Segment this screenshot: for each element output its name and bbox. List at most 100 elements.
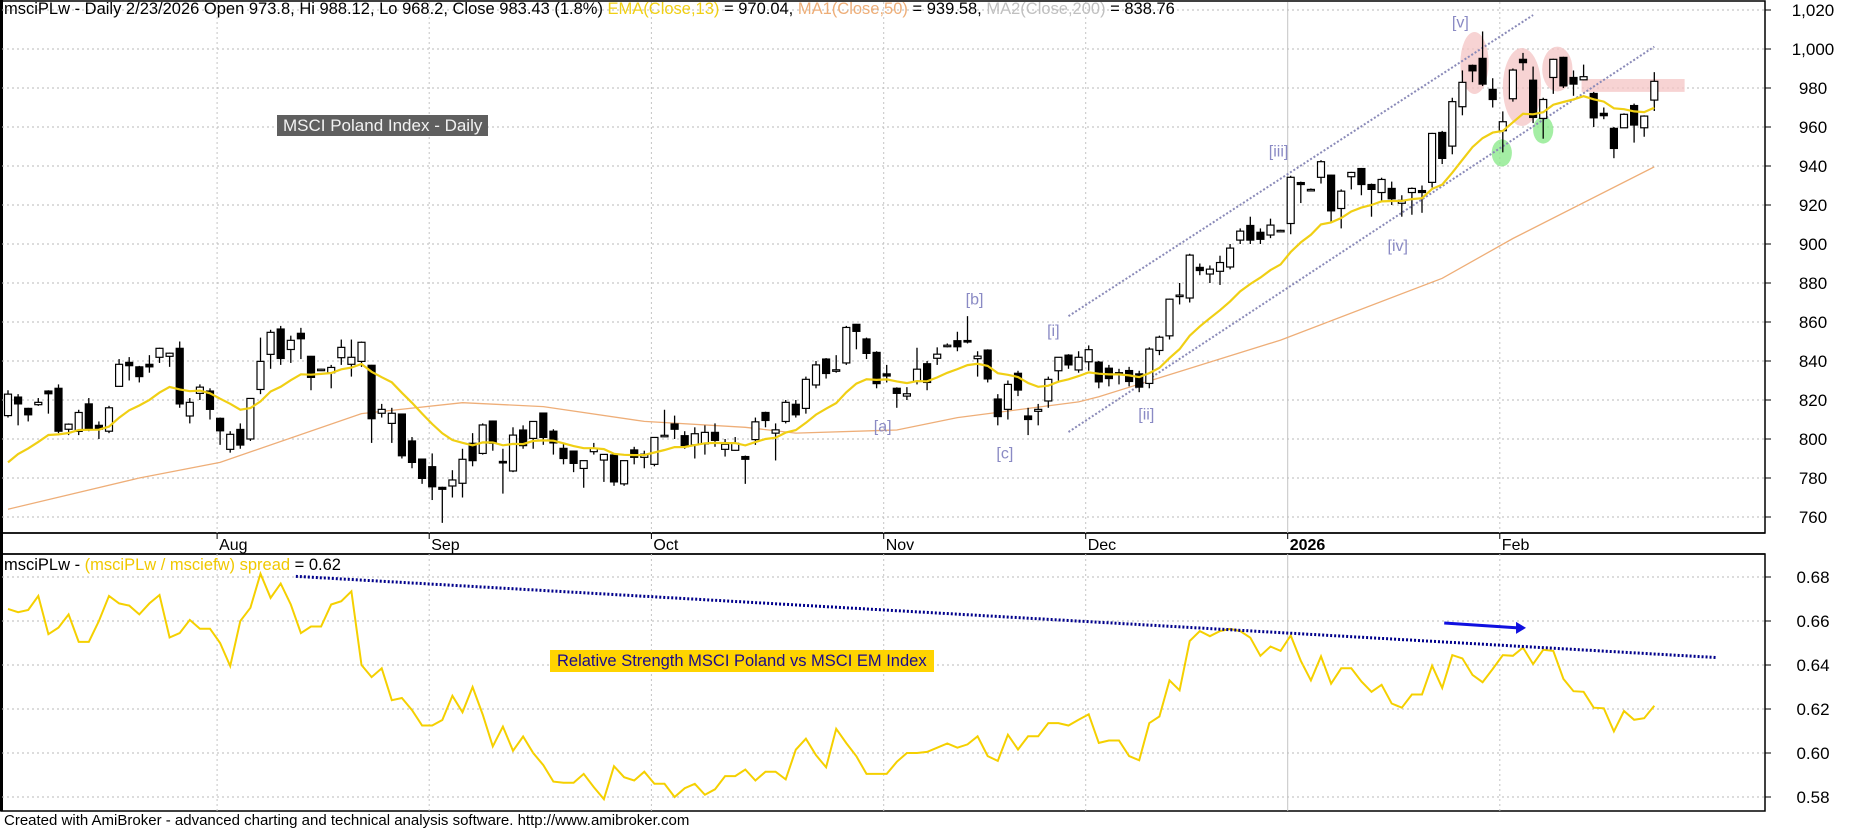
lower-channel-line <box>1067 45 1655 433</box>
candle-body-down <box>761 411 770 422</box>
candle <box>1215 255 1225 285</box>
candle-body-down <box>862 338 871 354</box>
candle <box>1296 181 1305 204</box>
candle <box>549 429 558 455</box>
candle-body-up <box>337 346 346 359</box>
green-highlight-ellipse <box>1491 139 1512 167</box>
candle <box>114 359 124 387</box>
elliott-wave-label: [i] <box>1047 323 1059 340</box>
candle <box>478 423 487 455</box>
candle <box>1054 356 1063 381</box>
candle <box>286 335 295 363</box>
candle <box>1337 189 1346 229</box>
candle-body-down <box>1367 183 1376 190</box>
candle <box>1448 97 1457 155</box>
candle <box>155 347 164 363</box>
candle <box>1195 263 1204 276</box>
resistance-highlight-band <box>1581 79 1685 92</box>
candle-body-up <box>1145 348 1154 385</box>
candle <box>135 365 144 383</box>
candle-body-down <box>1326 174 1336 212</box>
candle <box>720 439 730 457</box>
candle <box>1316 160 1326 184</box>
candle-body-down <box>953 340 962 348</box>
candle-body-down <box>852 323 861 332</box>
candle <box>842 325 851 365</box>
candle <box>1407 187 1417 215</box>
candle-body-down <box>710 431 720 441</box>
spread-axis-label: 0.66 <box>1796 612 1829 631</box>
candle <box>306 355 316 391</box>
candle-body-down <box>468 442 477 462</box>
candle <box>266 329 275 369</box>
candle <box>1438 130 1447 165</box>
candle-body-up <box>1306 188 1316 192</box>
price-axis-label: 1,020 <box>1792 1 1835 20</box>
date-label: Sep <box>431 537 460 554</box>
candle <box>1286 175 1295 235</box>
candle-body-down <box>1094 361 1103 383</box>
candle <box>438 486 447 523</box>
spread-axis-label: 0.58 <box>1796 788 1829 807</box>
candle <box>902 387 912 400</box>
candle-body-up <box>943 344 952 348</box>
candle <box>3 390 13 418</box>
candle-body-up <box>619 460 629 485</box>
candle <box>872 351 881 389</box>
candle-body-down <box>518 429 528 447</box>
candle <box>922 361 932 391</box>
candle <box>357 341 366 367</box>
candle-body-up <box>1185 254 1194 299</box>
candle-body-down <box>680 435 689 448</box>
candle <box>1629 103 1639 143</box>
candle-body-down <box>1064 354 1073 366</box>
elliott-wave-label: [c] <box>996 446 1013 463</box>
candle-body-down <box>54 387 63 432</box>
candle <box>933 347 942 365</box>
elliott-wave-label: [iii] <box>1269 143 1289 160</box>
candle-body-down <box>145 363 154 368</box>
candle <box>1084 345 1093 371</box>
candle-body-up <box>1347 171 1356 178</box>
candle-body-down <box>559 447 568 460</box>
candle-body-up <box>34 401 43 406</box>
candle <box>246 397 255 441</box>
candle-body-down <box>609 454 619 483</box>
candle-body-down <box>1589 92 1598 119</box>
spread-axis-label: 0.64 <box>1796 656 1829 675</box>
candle <box>943 343 952 348</box>
candle <box>751 417 760 445</box>
candle-body-up <box>1337 190 1346 210</box>
candle-body-down <box>418 458 427 479</box>
candle <box>498 448 507 494</box>
elliott-wave-label: [ii] <box>1138 407 1154 424</box>
symbol-info: msciPLw - Daily 2/23/2026 Open 973.8, Hi… <box>4 0 608 18</box>
candle <box>125 357 134 381</box>
candle-body-up <box>1549 58 1558 79</box>
candle <box>1246 216 1255 244</box>
lower-pane-header: msciPLw - (msciPLw / msciefw) spread = 0… <box>4 556 341 575</box>
arrow-head <box>1516 621 1527 634</box>
candle-body-up <box>377 408 386 414</box>
candle-body-up <box>1619 113 1629 129</box>
candle <box>1236 228 1245 244</box>
candle-body-up <box>114 363 124 387</box>
candle-body-up <box>1458 81 1467 108</box>
candle <box>418 458 427 484</box>
candle-body-down <box>1609 127 1619 150</box>
candle-body-up <box>448 479 457 487</box>
candle-body-down <box>1013 372 1023 391</box>
candle <box>791 400 800 418</box>
ma50-line <box>7 166 1655 510</box>
candle <box>458 448 467 498</box>
candle-body-up <box>1165 298 1174 337</box>
date-label: Aug <box>219 537 247 554</box>
candle <box>811 361 821 389</box>
candle <box>1145 347 1154 389</box>
candle-body-up <box>1427 132 1437 183</box>
arrow-shaft <box>1444 621 1519 630</box>
candle-body-up <box>832 369 841 372</box>
candle-body-down <box>1438 131 1447 159</box>
price-axis-label: 780 <box>1799 469 1827 488</box>
candle-body-up <box>1084 349 1093 363</box>
